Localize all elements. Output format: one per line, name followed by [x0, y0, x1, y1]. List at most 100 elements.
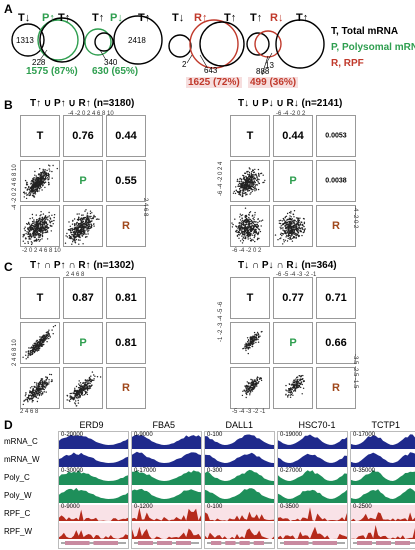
scatter-point [295, 378, 297, 380]
legend-total: T, Total mRNA [331, 26, 399, 37]
scatter-point [294, 381, 296, 383]
cell-corr-tp-text: 0.76 [72, 130, 94, 142]
coverage-track-erd9-mrna-w [59, 452, 128, 467]
scatter-point [240, 185, 242, 187]
scatter-point [255, 229, 257, 231]
scatter-point [73, 224, 76, 226]
scatter-point [244, 179, 247, 181]
scatter-point [245, 343, 248, 345]
scatter-point [89, 217, 91, 219]
scatter-point [303, 225, 305, 228]
cell-scatter-rt [230, 367, 270, 409]
scatter-point [253, 381, 255, 383]
exon-block [253, 541, 264, 545]
scatter-point [33, 389, 35, 392]
cell-corr-tp: 0.87 [63, 277, 103, 319]
scatter-point [288, 231, 290, 234]
scatter-point [75, 224, 77, 226]
scatter-point [34, 240, 36, 242]
scatter-point [254, 384, 257, 386]
scatter-point [251, 234, 253, 236]
scatter-point [46, 381, 48, 384]
scatter-point [296, 230, 299, 232]
scatter-point [40, 343, 42, 345]
scatter-point [44, 186, 46, 189]
scatter-point [28, 185, 30, 188]
scatter-point [45, 335, 48, 337]
scatter-point [75, 405, 77, 407]
scatter-point [242, 240, 245, 242]
scatter-point [72, 219, 74, 222]
scatter-point [255, 231, 257, 233]
scatter-point [25, 197, 28, 200]
scatter-point [280, 237, 282, 239]
scatter-point [249, 388, 251, 390]
scatter-point [76, 218, 79, 221]
scatter-point [33, 187, 35, 189]
cell-label-p-text: P [289, 337, 297, 349]
scatter-point [248, 383, 250, 385]
scatter-point [297, 222, 299, 224]
scatter-point [254, 230, 256, 232]
scatter-point [244, 207, 247, 209]
scatter-point [36, 389, 38, 391]
scatter-point [292, 236, 295, 239]
cell-scatter-pt-points [22, 164, 58, 200]
cell-corr-pr-text: 0.66 [325, 337, 347, 349]
scatter-point [280, 225, 282, 227]
scatter-point [282, 243, 284, 245]
scatter-point [249, 228, 251, 230]
scatter-point [257, 237, 259, 239]
scatter-point [89, 210, 92, 212]
scatter-point [293, 216, 295, 218]
scatter-point [78, 391, 81, 393]
scatter-point [288, 230, 291, 232]
scatter-point [51, 214, 53, 216]
scatter-point [248, 216, 250, 219]
scatter-point [246, 221, 248, 224]
scatter-point [235, 189, 237, 192]
scatter-point [33, 189, 35, 191]
panel-c-left-y-ticks: 2 4 6 8 10 [12, 339, 18, 366]
panel-b-right-bottom-ticks: -6 -4 -2 0 2 [232, 248, 262, 254]
scatter-point [298, 219, 300, 222]
scatter-point [239, 226, 241, 228]
scatter-point [239, 185, 241, 187]
scatter-point [243, 389, 245, 392]
scatter-point [245, 176, 247, 178]
scatter-point [291, 222, 293, 224]
scatter-point [255, 339, 257, 341]
scatter-point [255, 189, 257, 191]
scatter-point [288, 389, 290, 392]
scatter-point [254, 190, 256, 192]
scatter-point [68, 234, 71, 237]
coverage-area [351, 512, 415, 521]
scatter-point [44, 229, 46, 232]
scatter-point [240, 221, 243, 223]
scatter-point [74, 395, 77, 397]
scatter-point [248, 180, 250, 182]
exon-block [93, 541, 118, 545]
scatter-point [30, 392, 33, 394]
scatter-point [289, 215, 291, 217]
panel-b-left-y-ticks: -4 -2 0 2 4 6 8 10 [12, 164, 18, 210]
scatter-point [251, 381, 253, 383]
scatter-point [47, 334, 49, 337]
scatter-point [37, 180, 40, 182]
scatter-point [80, 387, 82, 390]
scatter-point [39, 341, 41, 343]
scatter-point [45, 217, 47, 219]
scatter-point [303, 218, 305, 220]
scatter-point [25, 233, 27, 235]
scatter-point [237, 185, 239, 187]
scatter-point [261, 219, 264, 221]
scatter-point [82, 229, 85, 232]
scatter-point [41, 235, 44, 238]
scatter-point [252, 227, 254, 229]
track-name-rpf-w: RPF_W [4, 527, 32, 536]
scatter-point [33, 222, 35, 224]
venn-circle-t-down-1 [11, 23, 45, 57]
scatter-point [253, 176, 255, 178]
scatter-point [252, 222, 255, 224]
scatter-point [30, 228, 32, 230]
